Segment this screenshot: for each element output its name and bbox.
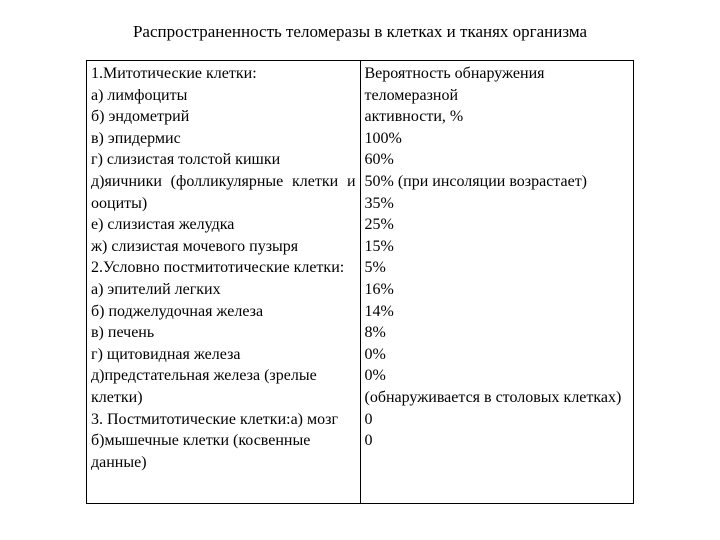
- cell-line: 3. Постмитотические клетки:а) мозг: [91, 409, 356, 431]
- cell-line: в) печень: [91, 322, 356, 344]
- cell-line: 15%: [365, 236, 630, 258]
- cell-line: 0%: [365, 344, 630, 366]
- cell-line: 16%: [365, 279, 630, 301]
- cell-line: 0: [365, 430, 630, 452]
- cell-line: 2.Условно постмитотические клетки:: [91, 257, 356, 279]
- cell-line: 50% (при инсоляции возрастает): [365, 171, 630, 193]
- cell-line: 25%: [365, 214, 630, 236]
- cell-line: е) слизистая желудка: [91, 214, 356, 236]
- cell-line: а) лимфоциты: [91, 85, 356, 107]
- cell-line: 0%: [365, 365, 630, 387]
- cell-line: ооциты): [91, 193, 356, 215]
- cell-line: 100%: [365, 128, 630, 150]
- cell-line: ж) слизистая мочевого пузыря: [91, 236, 356, 258]
- page-title: Распространенность теломеразы в клетках …: [86, 22, 634, 42]
- cell-line: 35%: [365, 193, 630, 215]
- cell-line: б) эндометрий: [91, 106, 356, 128]
- table-row: 1.Митотические клетки:а) лимфоцитыб) энд…: [87, 61, 634, 504]
- cell-line: 5%: [365, 257, 630, 279]
- cell-line: в) эпидермис: [91, 128, 356, 150]
- cell-line: 14%: [365, 301, 630, 323]
- cell-line: Вероятность обнаружения теломеразной: [365, 63, 630, 106]
- cell-line: г) щитовидная железа: [91, 344, 356, 366]
- cell-line: а) эпителий легких: [91, 279, 356, 301]
- cell-line: б) поджелудочная железа: [91, 301, 356, 323]
- cell-line: 0: [365, 409, 630, 431]
- cell-line: г) слизистая толстой кишки: [91, 149, 356, 171]
- cell-line: б)мышечные клетки (косвенные данные): [91, 430, 356, 473]
- cell-line: (обнаруживается в столовых клетках): [365, 387, 630, 409]
- right-cell: Вероятность обнаружения теломеразнойакти…: [360, 61, 634, 504]
- left-cell: 1.Митотические клетки:а) лимфоцитыб) энд…: [87, 61, 361, 504]
- telomerase-table: 1.Митотические клетки:а) лимфоцитыб) энд…: [86, 60, 634, 504]
- cell-line: 8%: [365, 322, 630, 344]
- cell-line: д)предстательная железа (зрелые клетки): [91, 365, 356, 408]
- cell-line: 1.Митотические клетки:: [91, 63, 356, 85]
- cell-line: д)яичники (фолликулярные клетки и: [91, 171, 356, 193]
- cell-line: 60%: [365, 149, 630, 171]
- cell-line: активности, %: [365, 106, 630, 128]
